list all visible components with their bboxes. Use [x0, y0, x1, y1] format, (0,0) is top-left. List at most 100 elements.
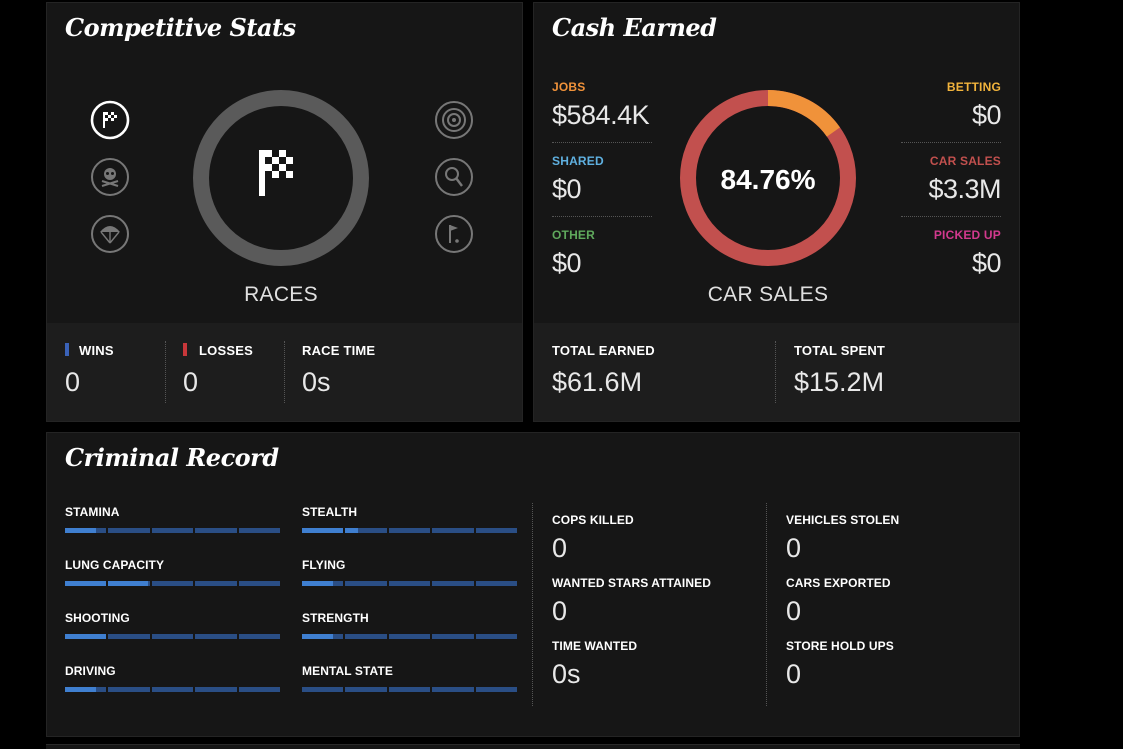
skill-bar-segment	[388, 528, 431, 533]
skill-bar-fill	[345, 528, 358, 533]
race-time-label: RACE TIME	[302, 343, 376, 358]
jobs-arc	[680, 90, 856, 266]
betting-value: $0	[971, 100, 1002, 130]
record-cops-killed: COPS KILLED 0	[552, 513, 634, 564]
skill-stealth: STEALTH	[302, 505, 518, 533]
competitive-footer: WINS 0 LOSSES 0 RACE TIME 0s	[47, 323, 522, 421]
skill-driving: DRIVING	[65, 664, 281, 692]
record-time-wanted: TIME WANTED 0s	[552, 639, 637, 690]
target-icon[interactable]	[434, 100, 474, 140]
skill-bar	[302, 581, 518, 586]
skill-bar-segment	[195, 581, 237, 586]
skill-bar	[302, 687, 518, 692]
car-sales-label: CAR SALES	[929, 154, 1001, 168]
skill-bar-fill	[302, 634, 334, 639]
skill-bar-segment	[432, 634, 474, 639]
total-earned-value: $61.6M	[552, 367, 643, 397]
race-time-stat: RACE TIME 0s	[302, 323, 452, 421]
shared-value: $0	[552, 174, 582, 204]
skill-bar-segment	[475, 581, 518, 586]
wins-value: 0	[65, 367, 81, 397]
skill-bar	[65, 687, 281, 692]
record-cars-exported: CARS EXPORTED 0	[786, 576, 891, 627]
skill-bar	[65, 581, 281, 586]
divider	[552, 216, 652, 217]
skill-bar-segment	[65, 687, 107, 692]
skill-bar-segment	[475, 687, 518, 692]
divider	[532, 503, 533, 706]
record-label: WANTED STARS ATTAINED	[552, 576, 711, 590]
skill-label: STAMINA	[65, 505, 120, 519]
record-value: 0	[786, 533, 802, 563]
skill-bar-segment	[345, 528, 387, 533]
record-label: VEHICLES STOLEN	[786, 513, 900, 527]
record-label: COPS KILLED	[552, 513, 634, 527]
skill-label: STEALTH	[302, 505, 358, 519]
skill-bar-segment	[108, 528, 150, 533]
record-value: 0	[552, 533, 568, 563]
skill-bar-segment	[195, 634, 237, 639]
skill-bar	[302, 528, 518, 533]
skill-bar-fill	[65, 581, 107, 586]
record-store-hold-ups: STORE HOLD UPS 0	[786, 639, 894, 690]
skill-bar-segment	[151, 528, 194, 533]
golf-icon[interactable]	[434, 214, 474, 254]
total-spent-value: $15.2M	[794, 367, 885, 397]
skill-bar-segment	[345, 687, 387, 692]
parachute-icon[interactable]	[90, 214, 130, 254]
picked-up-label: PICKED UP	[933, 228, 1001, 242]
criminal-record-panel: Criminal Record STAMINA LUNG CAPACITY SHOO…	[46, 432, 1020, 737]
skill-stamina: STAMINA	[65, 505, 281, 533]
skill-label: STRENGTH	[302, 611, 369, 625]
skill-bar-fill	[65, 634, 107, 639]
skill-bar-fill	[302, 581, 334, 586]
skill-lung-capacity: LUNG CAPACITY	[65, 558, 281, 586]
race-time-value: 0s	[302, 367, 331, 397]
skill-bar-fill	[302, 528, 344, 533]
divider	[552, 142, 652, 143]
skill-bar-segment	[302, 634, 344, 639]
skill-bar-segment	[302, 687, 344, 692]
skill-bar-segment	[65, 581, 107, 586]
race-flag-icon[interactable]	[90, 100, 130, 140]
skill-bar-segment	[151, 581, 194, 586]
skill-bar-segment	[151, 687, 194, 692]
divider	[775, 341, 776, 403]
skill-label: SHOOTING	[65, 611, 130, 625]
skill-bar-segment	[475, 528, 518, 533]
total-earned-stat: TOTAL EARNED $61.6M	[552, 323, 752, 421]
skill-bar-segment	[345, 634, 387, 639]
skill-label: MENTAL STATE	[302, 664, 393, 678]
other-value: $0	[552, 248, 582, 278]
car-sales-value: $3.3M	[928, 174, 1001, 204]
losses-label: LOSSES	[199, 343, 253, 358]
car-sales-center-label: CAR SALES	[707, 283, 829, 306]
skill-strength: STRENGTH	[302, 611, 518, 639]
skill-bar-segment	[238, 528, 281, 533]
criminal-record-title: Criminal Record	[65, 443, 279, 472]
checkered-flag-icon	[259, 150, 293, 196]
skill-bar-segment	[432, 528, 474, 533]
skill-bar-segment	[345, 581, 387, 586]
total-earned-label: TOTAL EARNED	[552, 343, 655, 358]
skill-bar-segment	[65, 634, 107, 639]
skill-shooting: SHOOTING	[65, 611, 281, 639]
picked-up-stat: PICKED UP $0	[891, 228, 1002, 279]
skull-crossbones-icon[interactable]	[90, 157, 130, 197]
cash-earned-title: Cash Earned	[552, 13, 717, 42]
record-label: CARS EXPORTED	[786, 576, 891, 590]
record-vehicles-stolen: VEHICLES STOLEN 0	[786, 513, 899, 564]
skill-bar-segment	[388, 581, 431, 586]
skill-bar-segment	[238, 634, 281, 639]
record-label: TIME WANTED	[552, 639, 638, 653]
divider	[766, 503, 767, 706]
cash-footer: TOTAL EARNED $61.6M TOTAL SPENT $15.2M	[534, 323, 1019, 421]
skill-bar-segment	[195, 528, 237, 533]
tennis-icon[interactable]	[434, 157, 474, 197]
competitive-stats-title: Competitive Stats	[65, 13, 296, 42]
losses-stat: LOSSES 0	[183, 323, 283, 421]
betting-stat: BETTING $0	[891, 80, 1002, 131]
other-label: OTHER	[552, 228, 595, 242]
skill-bar-segment	[432, 687, 474, 692]
record-value: 0s	[552, 659, 581, 689]
